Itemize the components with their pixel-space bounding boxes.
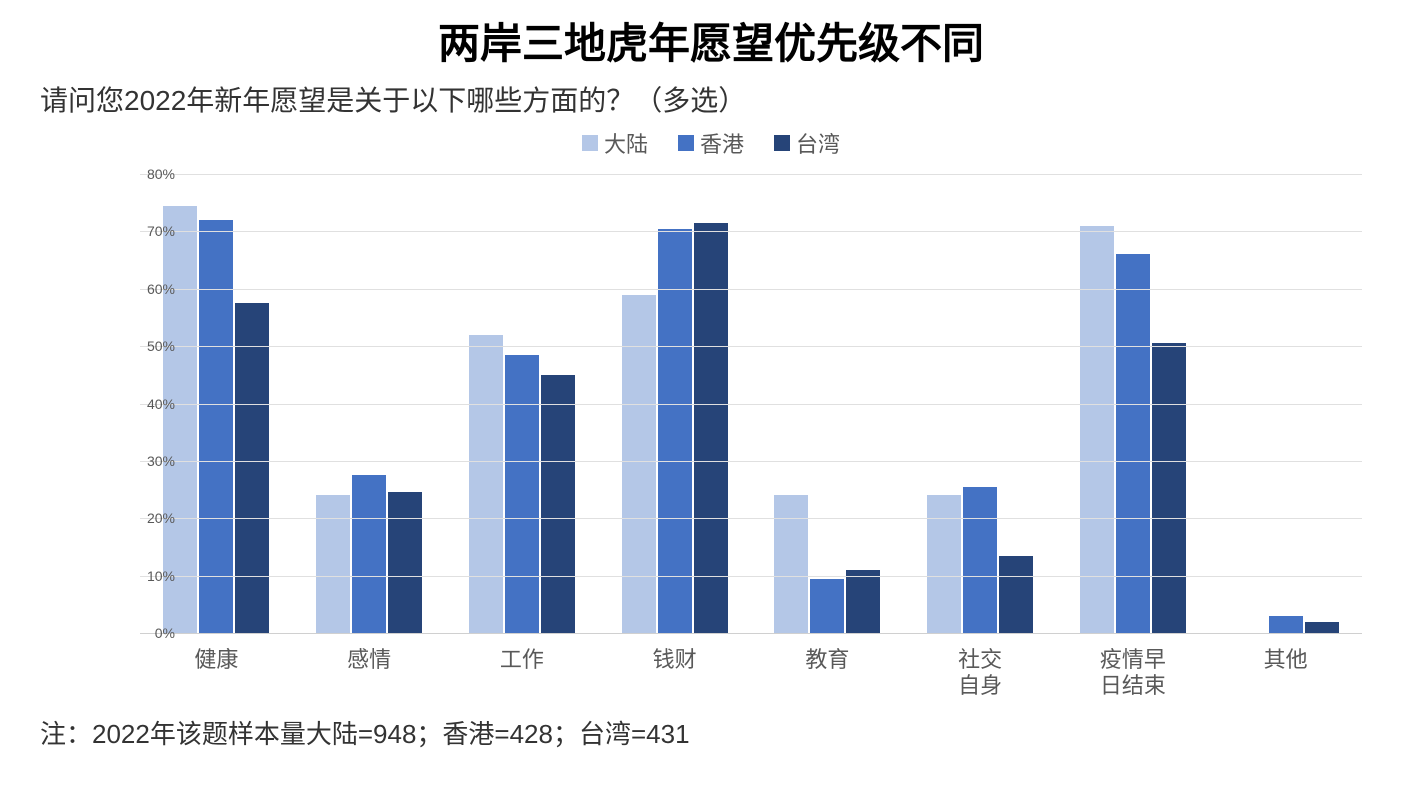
y-axis-label: 10% xyxy=(147,568,175,584)
chart-container: 0%10%20%30%40%50%60%70%80% 健康感情工作钱财教育社交自… xyxy=(100,164,1362,704)
y-axis-label: 30% xyxy=(147,453,175,469)
y-axis-label: 20% xyxy=(147,510,175,526)
bar xyxy=(1305,622,1339,633)
bar xyxy=(1152,343,1186,633)
x-axis-label: 工作 xyxy=(446,639,599,704)
bar xyxy=(388,492,422,633)
chart-subtitle: 请问您2022年新年愿望是关于以下哪些方面的？（多选） xyxy=(40,79,1382,119)
gridline xyxy=(140,576,1362,577)
gridline xyxy=(140,346,1362,347)
chart-footnote: 注：2022年该题样本量大陆=948；香港=428；台湾=431 xyxy=(40,714,1382,751)
bar xyxy=(1269,616,1303,633)
y-axis-label: 70% xyxy=(147,223,175,239)
bar xyxy=(999,556,1033,633)
x-axis-label: 疫情早日结束 xyxy=(1057,639,1210,704)
y-axis-label: 50% xyxy=(147,338,175,354)
gridline xyxy=(140,461,1362,462)
legend: 大陆 香港 台湾 xyxy=(40,127,1382,159)
gridline xyxy=(140,231,1362,232)
bar xyxy=(846,570,880,633)
y-axis-label: 60% xyxy=(147,281,175,297)
legend-item: 香港 xyxy=(678,127,744,159)
bar xyxy=(505,355,539,633)
bar xyxy=(927,495,961,633)
legend-label: 台湾 xyxy=(796,127,840,159)
bar xyxy=(774,495,808,633)
x-axis-label: 钱财 xyxy=(598,639,751,704)
x-axis-label: 感情 xyxy=(293,639,446,704)
y-axis-label: 40% xyxy=(147,396,175,412)
legend-swatch-0 xyxy=(582,135,598,151)
legend-swatch-2 xyxy=(774,135,790,151)
bar xyxy=(963,487,997,633)
y-axis-label: 80% xyxy=(147,166,175,182)
bar xyxy=(469,335,503,633)
bar xyxy=(316,495,350,633)
bar xyxy=(1080,226,1114,633)
gridline xyxy=(140,404,1362,405)
bar xyxy=(694,223,728,633)
x-axis-labels: 健康感情工作钱财教育社交自身疫情早日结束其他 xyxy=(140,639,1362,704)
plot-area: 0%10%20%30%40%50%60%70%80% xyxy=(140,174,1362,634)
gridline xyxy=(140,518,1362,519)
legend-item: 台湾 xyxy=(774,127,840,159)
bar xyxy=(352,475,386,633)
bar xyxy=(235,303,269,633)
x-axis-label: 教育 xyxy=(751,639,904,704)
gridline xyxy=(140,174,1362,175)
chart-title: 两岸三地虎年愿望优先级不同 xyxy=(40,10,1382,71)
bar xyxy=(541,375,575,633)
legend-item: 大陆 xyxy=(582,127,648,159)
bar xyxy=(199,220,233,633)
x-axis-label: 健康 xyxy=(140,639,293,704)
legend-swatch-1 xyxy=(678,135,694,151)
gridline xyxy=(140,289,1362,290)
legend-label: 大陆 xyxy=(604,127,648,159)
x-axis-label: 社交自身 xyxy=(904,639,1057,704)
x-axis-label: 其他 xyxy=(1209,639,1362,704)
bar xyxy=(810,579,844,634)
legend-label: 香港 xyxy=(700,127,744,159)
